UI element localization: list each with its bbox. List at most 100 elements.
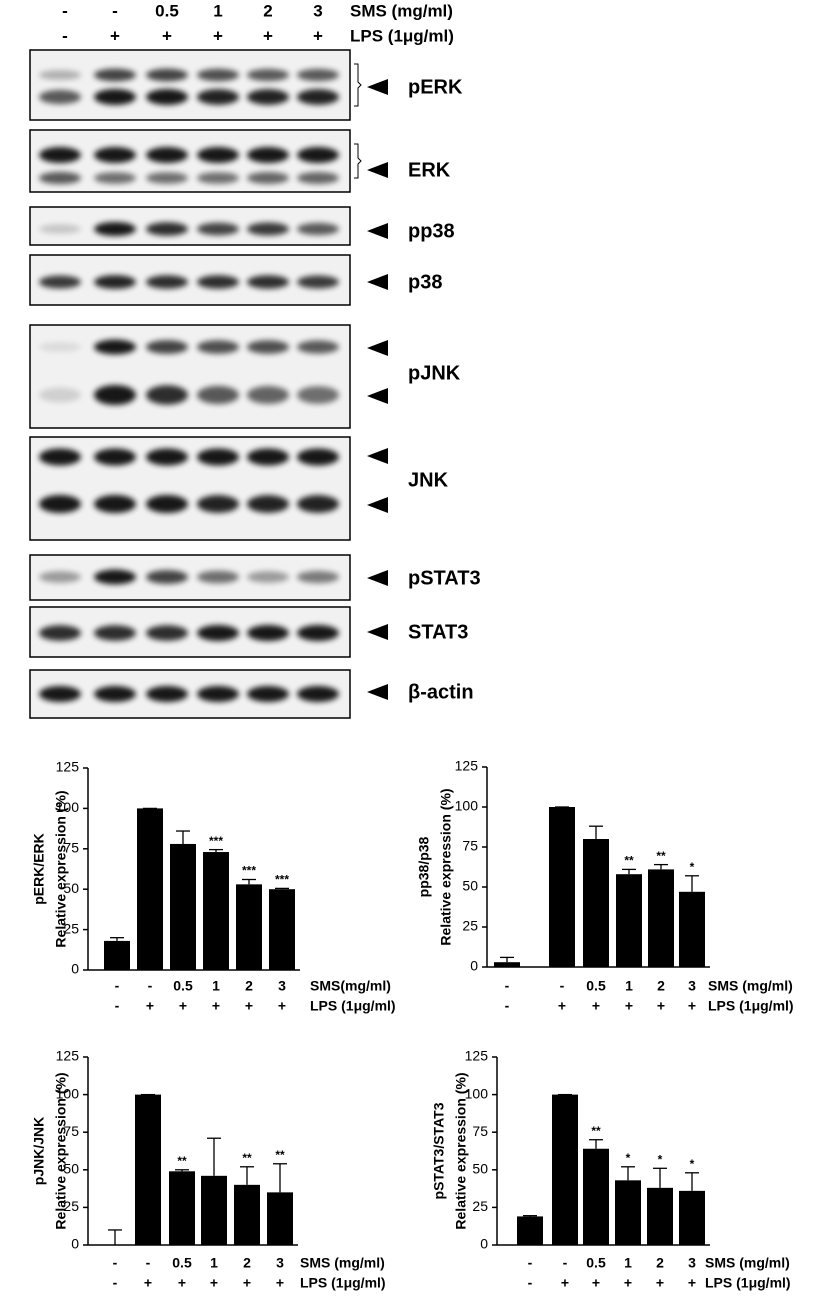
blot-background bbox=[29, 49, 351, 121]
y-tick-label: 0 bbox=[71, 961, 79, 977]
significance-label: ** bbox=[624, 854, 634, 868]
x-tick-label: + bbox=[179, 998, 187, 1014]
x-tick-label: + bbox=[688, 1275, 696, 1291]
y-tick-label: 125 bbox=[455, 758, 479, 774]
y-tick-label: 0 bbox=[480, 1236, 488, 1252]
x-row-label: SMS (mg/ml) bbox=[300, 1255, 385, 1271]
x-tick-label: + bbox=[657, 998, 665, 1014]
blot-panel: pERK bbox=[29, 49, 463, 121]
lane-label: + bbox=[162, 26, 172, 45]
band bbox=[146, 147, 188, 163]
y-tick-label: 75 bbox=[63, 840, 79, 856]
protein-label: p38 bbox=[408, 271, 442, 293]
significance-label: * bbox=[626, 1151, 631, 1165]
significance-label: ** bbox=[177, 1154, 187, 1168]
y-tick-label: 0 bbox=[470, 958, 478, 974]
x-tick-label: 3 bbox=[688, 978, 696, 994]
significance-label: * bbox=[690, 860, 695, 874]
x-row-label: SMS(mg/ml) bbox=[310, 978, 391, 994]
band bbox=[297, 625, 339, 641]
y-axis-title: Relative expression (%) bbox=[53, 1072, 69, 1229]
band bbox=[94, 686, 136, 702]
bracket bbox=[354, 63, 362, 107]
y-tick-label: 75 bbox=[472, 1123, 488, 1139]
protein-label: STAT3 bbox=[408, 621, 468, 643]
y-axis-title: pJNK/JNK bbox=[31, 1117, 47, 1185]
band-arrow bbox=[367, 79, 388, 95]
x-tick-label: + bbox=[146, 998, 154, 1014]
y-tick-label: 75 bbox=[63, 1123, 79, 1139]
bar bbox=[135, 1094, 161, 1245]
x-tick-label: - bbox=[148, 978, 153, 994]
blot-panel: p38 bbox=[29, 254, 442, 306]
band bbox=[247, 68, 289, 82]
band bbox=[146, 340, 188, 354]
y-tick-label: 25 bbox=[63, 1198, 79, 1214]
bar bbox=[647, 1187, 673, 1245]
x-tick-label: - bbox=[115, 998, 120, 1014]
error-bar bbox=[176, 830, 190, 844]
band bbox=[297, 222, 339, 236]
protein-label: pSTAT3 bbox=[408, 567, 481, 589]
bar bbox=[170, 843, 196, 970]
band bbox=[297, 686, 339, 702]
x-tick-label: 1 bbox=[625, 978, 633, 994]
significance-label: *** bbox=[209, 834, 223, 848]
y-tick-label: 0 bbox=[71, 1236, 79, 1252]
x-row-label: LPS (1μg/ml) bbox=[310, 998, 396, 1014]
y-tick-label: 100 bbox=[56, 799, 80, 815]
band-arrow bbox=[367, 570, 388, 586]
blot-panel: JNK bbox=[29, 436, 449, 541]
error-bar bbox=[108, 1229, 122, 1245]
lane-label: - bbox=[62, 1, 68, 20]
band bbox=[197, 68, 239, 82]
y-tick-label: 50 bbox=[472, 1161, 488, 1177]
band bbox=[39, 495, 81, 513]
x-tick-label: 2 bbox=[243, 1255, 251, 1271]
x-tick-label: 1 bbox=[212, 978, 220, 994]
blot-background bbox=[29, 669, 351, 719]
blot-background bbox=[29, 606, 351, 658]
error-bar bbox=[589, 1139, 603, 1149]
bar bbox=[549, 807, 575, 967]
x-tick-label: + bbox=[592, 1275, 600, 1291]
blot-background bbox=[29, 206, 351, 246]
band bbox=[94, 172, 136, 184]
y-tick-label: 100 bbox=[465, 1085, 489, 1101]
band bbox=[247, 448, 289, 466]
band bbox=[297, 89, 339, 105]
band bbox=[94, 569, 136, 585]
y-axis-title: pERK/ERK bbox=[31, 833, 47, 905]
x-tick-label: + bbox=[178, 1275, 186, 1291]
band bbox=[247, 147, 289, 163]
protein-label: pERK bbox=[408, 76, 463, 98]
band bbox=[146, 89, 188, 105]
blot-background bbox=[29, 129, 351, 193]
lane-label: + bbox=[110, 26, 120, 45]
band bbox=[146, 172, 188, 184]
bar bbox=[201, 1175, 227, 1245]
blot-panel: ERK bbox=[29, 129, 451, 193]
x-tick-label: - bbox=[113, 1275, 118, 1291]
y-tick-label: 75 bbox=[462, 838, 478, 854]
x-tick-label: 0.5 bbox=[586, 978, 606, 994]
x-tick-label: - bbox=[505, 998, 510, 1014]
bar bbox=[203, 852, 229, 970]
blot-panel: pJNK bbox=[29, 324, 461, 429]
bar bbox=[679, 891, 705, 967]
band-arrow bbox=[367, 340, 388, 356]
band bbox=[146, 68, 188, 82]
significance-label: * bbox=[658, 1152, 663, 1166]
band bbox=[39, 171, 81, 185]
band bbox=[94, 448, 136, 466]
lane-label: - bbox=[62, 26, 68, 45]
x-tick-label: 0.5 bbox=[586, 1255, 606, 1271]
error-bar bbox=[589, 825, 603, 839]
x-tick-label: 2 bbox=[657, 978, 665, 994]
x-tick-label: - bbox=[528, 1255, 533, 1271]
y-tick-label: 50 bbox=[63, 880, 79, 896]
error-bar bbox=[207, 1137, 221, 1176]
blot-background bbox=[29, 324, 351, 429]
band bbox=[39, 448, 81, 466]
